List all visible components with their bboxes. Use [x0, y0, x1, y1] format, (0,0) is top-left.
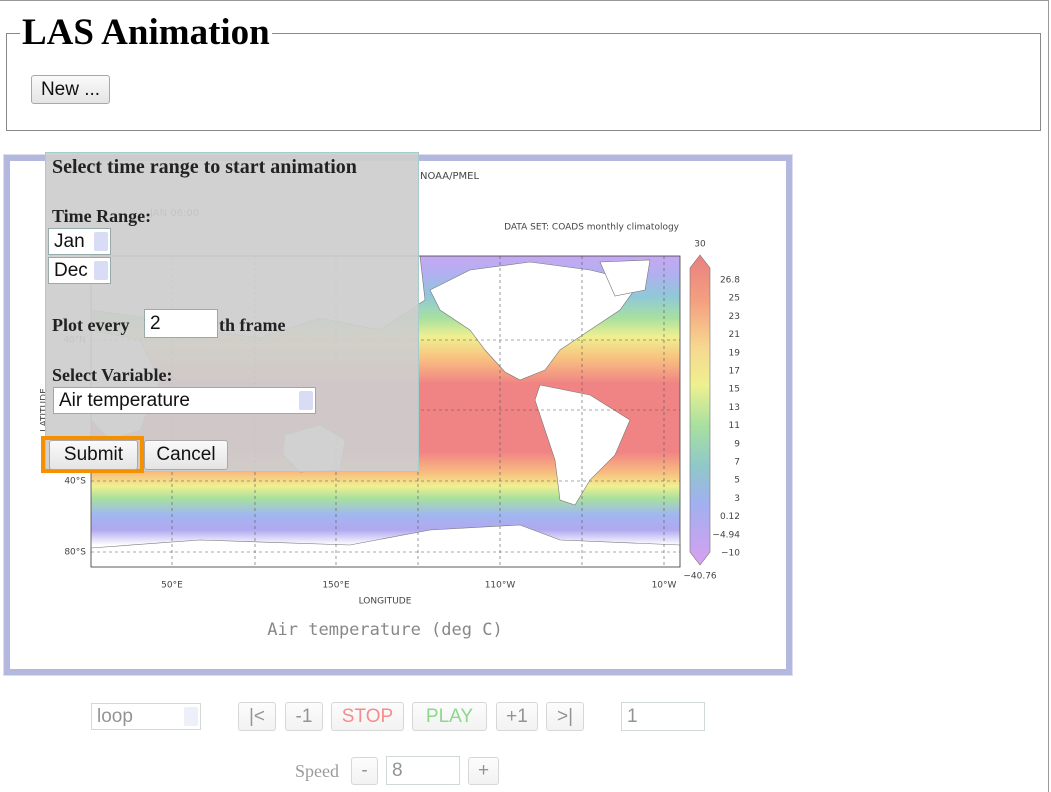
colorbar-label: −4.94	[712, 530, 740, 540]
dataset-label: DATA SET: COADS monthly climatology	[504, 223, 680, 233]
colorbar-label: 25	[729, 294, 740, 304]
lat-label: 80°S	[64, 548, 86, 558]
speed-label: Speed	[295, 761, 339, 781]
x-axis-title: LONGITUDE	[359, 597, 412, 607]
frame-input[interactable]: 1	[621, 702, 705, 731]
speed-input[interactable]: 8	[386, 756, 460, 785]
colorbar-label: 21	[729, 330, 740, 340]
new-button[interactable]: New ...	[31, 75, 110, 104]
colorbar-label: 9	[734, 439, 740, 449]
back-button[interactable]: -1	[285, 702, 323, 731]
colorbar-min: −40.76	[683, 572, 717, 582]
colorbar-label: 19	[729, 348, 741, 358]
lon-label: 150°E	[322, 581, 350, 591]
colorbar-label: 13	[729, 403, 740, 413]
play-button[interactable]: PLAY	[412, 702, 487, 731]
variable-label: Select Variable:	[52, 365, 173, 385]
colorbar-label: 26.8	[720, 276, 740, 286]
colorbar-max: 30	[694, 240, 706, 250]
y-axis-title: LATITUDE	[40, 388, 50, 432]
colorbar	[689, 254, 711, 566]
page-title: LAS Animation	[20, 12, 272, 54]
dialog-title: Select time range to start animation	[52, 156, 357, 178]
speed-up-button[interactable]: +	[468, 757, 499, 785]
last-button[interactable]: >|	[546, 702, 584, 731]
lat-label: 40°S	[64, 477, 86, 487]
frame-suffix: th frame	[219, 315, 286, 335]
colorbar-label: 11	[729, 421, 740, 431]
colorbar-label: −10	[721, 549, 740, 559]
colorbar-label: 15	[729, 385, 740, 395]
stop-button[interactable]: STOP	[331, 702, 404, 731]
start-month-select[interactable]: Jan	[48, 228, 111, 255]
credit: NOAA/PMEL	[420, 171, 479, 182]
mode-select[interactable]: loop	[91, 703, 201, 730]
end-month-select[interactable]: Dec	[48, 257, 111, 284]
colorbar-label: 0.12	[720, 512, 740, 522]
caption: Air temperature (deg C)	[267, 620, 502, 640]
focus-highlight	[41, 436, 144, 473]
cancel-button[interactable]: Cancel	[144, 440, 228, 470]
plot-every-label: Plot every	[52, 315, 130, 335]
lon-label: 110°W	[485, 581, 516, 591]
variable-select[interactable]: Air temperature	[53, 387, 316, 414]
lon-label: 50°E	[161, 581, 183, 591]
frame-step-input[interactable]: 2	[144, 309, 218, 338]
fieldset	[6, 33, 1041, 131]
first-button[interactable]: |<	[238, 702, 276, 731]
colorbar-label: 23	[729, 312, 740, 322]
time-range-label: Time Range:	[52, 206, 152, 226]
colorbar-label: 7	[734, 458, 740, 468]
submit-button[interactable]: Submit	[49, 440, 138, 470]
colorbar-label: 3	[734, 494, 740, 504]
colorbar-label: 5	[734, 476, 740, 486]
lon-label: 10°W	[652, 581, 677, 591]
forward-button[interactable]: +1	[496, 702, 538, 731]
speed-down-button[interactable]: -	[351, 757, 378, 785]
colorbar-label: 17	[729, 367, 740, 377]
dialog	[45, 152, 419, 472]
